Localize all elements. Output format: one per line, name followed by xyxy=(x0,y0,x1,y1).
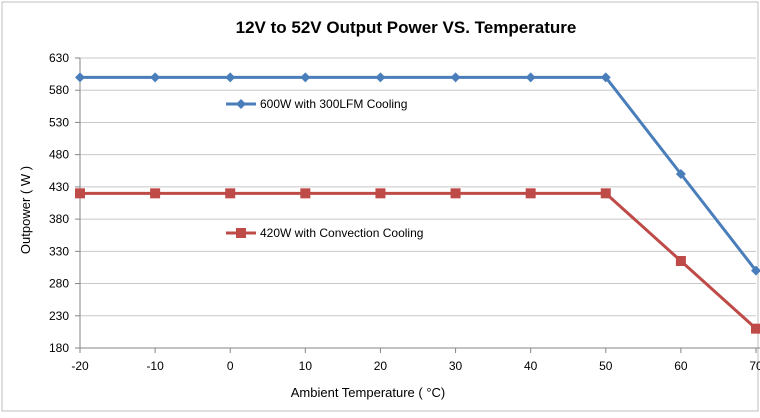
data-point xyxy=(675,256,686,266)
y-tick-label: 530 xyxy=(49,115,69,129)
legend-marker xyxy=(236,99,246,109)
data-point xyxy=(525,72,536,83)
data-point xyxy=(675,169,686,179)
y-tick-label: 380 xyxy=(49,212,69,226)
data-point xyxy=(375,72,386,83)
y-tick-labels: 180 230 280 330 380 430 480 530 580 630 xyxy=(49,51,69,355)
x-tick-label: 30 xyxy=(449,359,463,373)
y-axis-title: Outpower ( W ) xyxy=(18,166,33,254)
legend-label: 420W with Convection Cooling xyxy=(260,226,423,240)
x-tick-label: 20 xyxy=(374,359,388,373)
y-tick-label: 430 xyxy=(49,180,69,194)
x-tick-label: 0 xyxy=(227,359,234,373)
data-point xyxy=(75,188,85,199)
data-point xyxy=(150,72,161,83)
x-tick-label: -10 xyxy=(146,359,164,373)
legend-marker xyxy=(236,228,246,238)
data-point xyxy=(225,72,236,83)
x-tick-label: 70 xyxy=(749,359,760,373)
y-tick-label: 180 xyxy=(49,341,69,355)
y-tick-label: 330 xyxy=(49,244,69,258)
data-point xyxy=(525,188,536,199)
data-point xyxy=(150,188,161,199)
series xyxy=(75,72,760,334)
data-point xyxy=(225,188,236,199)
data-point xyxy=(600,188,611,199)
series-2 xyxy=(75,188,760,334)
x-tick-labels: -20 -10 0 10 20 30 40 50 60 70 xyxy=(71,359,760,373)
y-tick-label: 630 xyxy=(49,51,69,65)
y-tick-label: 580 xyxy=(49,83,69,97)
x-axis-title: Ambient Temperature ( °C) xyxy=(291,385,446,400)
legend: 600W with 300LFM Cooling 420W with Convec… xyxy=(226,97,423,240)
legend-entry-2: 420W with Convection Cooling xyxy=(226,226,423,240)
data-point xyxy=(300,188,311,199)
data-point xyxy=(300,72,311,83)
x-tick-label: 10 xyxy=(299,359,313,373)
data-point xyxy=(450,188,461,199)
data-point xyxy=(375,188,386,199)
series-line xyxy=(80,191,758,330)
y-tick-label: 280 xyxy=(49,277,69,291)
axes xyxy=(79,58,760,353)
chart-title: 12V to 52V Output Power VS. Temperature xyxy=(236,18,577,37)
legend-label: 600W with 300LFM Cooling xyxy=(260,97,407,111)
x-tick-label: 40 xyxy=(524,359,538,373)
data-point xyxy=(450,72,461,83)
y-tick-label: 230 xyxy=(49,309,69,323)
x-tick-label: 60 xyxy=(674,359,688,373)
legend-entry-1: 600W with 300LFM Cooling xyxy=(226,97,407,111)
data-point xyxy=(751,323,760,334)
gridlines xyxy=(75,57,756,349)
data-point xyxy=(75,72,85,83)
x-tick-label: 50 xyxy=(599,359,613,373)
data-point xyxy=(600,72,611,83)
series-line xyxy=(80,75,758,272)
y-tick-label: 480 xyxy=(49,148,69,162)
data-point xyxy=(751,265,760,276)
series-1 xyxy=(75,72,760,276)
x-tick-label: -20 xyxy=(71,359,89,373)
